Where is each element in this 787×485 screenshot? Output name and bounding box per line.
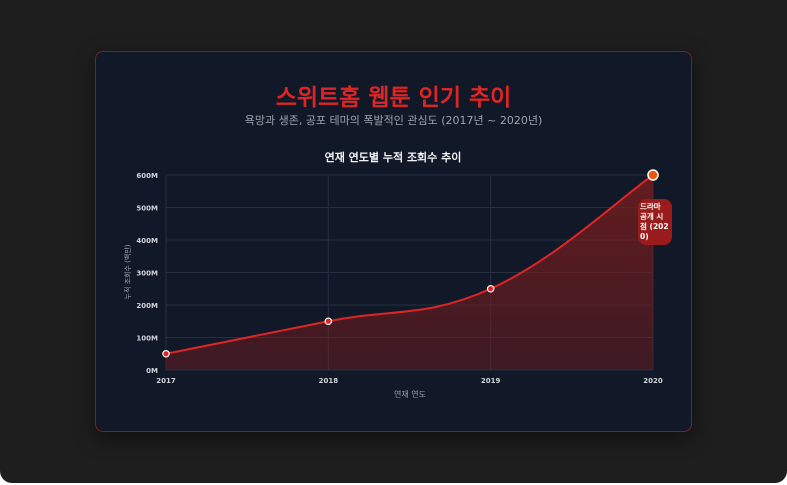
y-tick-label: 100M bbox=[136, 335, 158, 343]
y-tick-label: 600M bbox=[136, 172, 158, 180]
x-tick-label: 2019 bbox=[481, 377, 501, 385]
y-tick-label: 300M bbox=[136, 270, 158, 278]
point bbox=[647, 169, 659, 181]
x-tick-label: 2020 bbox=[643, 377, 663, 385]
point bbox=[324, 317, 333, 326]
chart-title: 연재 연도별 누적 조회수 추이 bbox=[325, 150, 462, 164]
x-axis-label: 연재 연도 bbox=[394, 390, 426, 399]
x-tick-label: 2017 bbox=[156, 377, 176, 385]
annotation: 드라마 공개 시점 (2020) bbox=[638, 199, 672, 245]
title: 스위트홈 웹툰 인기 추이 bbox=[275, 85, 512, 111]
area bbox=[166, 175, 653, 370]
x-tick-label: 2018 bbox=[319, 377, 339, 385]
y-tick-label: 500M bbox=[136, 205, 158, 213]
point bbox=[162, 349, 170, 358]
point bbox=[486, 284, 495, 293]
line bbox=[165, 174, 654, 355]
y-tick-label: 400M bbox=[136, 237, 158, 245]
subtitle: 욕망과 생존, 공포 테마의 폭발적인 관심도 (2017년 ~ 2020년) bbox=[244, 114, 543, 127]
y-tick-label: 0M bbox=[146, 367, 158, 375]
y-tick-label: 200M bbox=[136, 302, 158, 310]
y-axis-label: 누적 조회수 (백만) bbox=[123, 244, 132, 299]
